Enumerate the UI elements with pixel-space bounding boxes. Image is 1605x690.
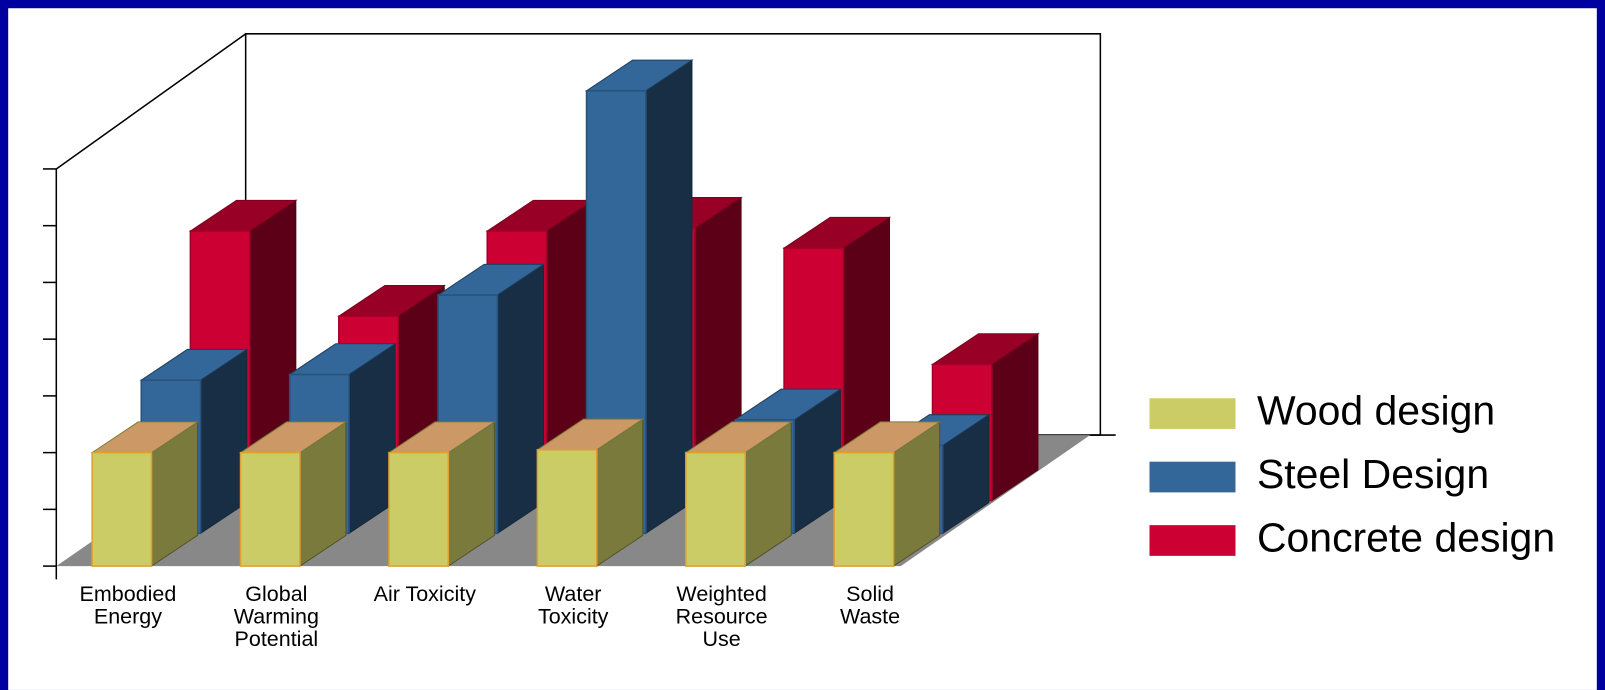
x-tick-label: Water Toxicity (537, 583, 609, 629)
legend-swatch (1149, 398, 1236, 429)
legend-swatch (1149, 525, 1236, 556)
legend-swatch (1149, 461, 1236, 493)
bar (91, 451, 153, 567)
x-tick-label-box: Weighted Resource Use (675, 583, 768, 652)
left-wall-edge (55, 33, 247, 170)
x-tick-label-box: Air Toxicity (373, 583, 476, 607)
x-tick-label: Weighted Resource Use (675, 583, 768, 652)
x-tick-label: Solid Waste (839, 583, 901, 629)
bar (833, 451, 895, 567)
x-tick-label: Global Warming Potential (233, 583, 319, 652)
x-tick-label-box: Water Toxicity (537, 583, 609, 629)
bar (685, 451, 746, 567)
legend-label: Concrete design (1257, 514, 1555, 560)
legend-label: Steel Design (1257, 451, 1489, 497)
bar (536, 449, 598, 567)
x-tick-label-box: Solid Waste (839, 583, 901, 629)
bar (388, 451, 450, 567)
x-tick-label-box: Embodied Energy (79, 583, 177, 629)
x-tick-label: Embodied Energy (79, 583, 177, 629)
legend-label: Wood design (1257, 387, 1495, 433)
x-tick-label-box: Global Warming Potential (233, 583, 319, 652)
bar (239, 451, 301, 567)
x-tick-label: Air Toxicity (373, 583, 476, 607)
